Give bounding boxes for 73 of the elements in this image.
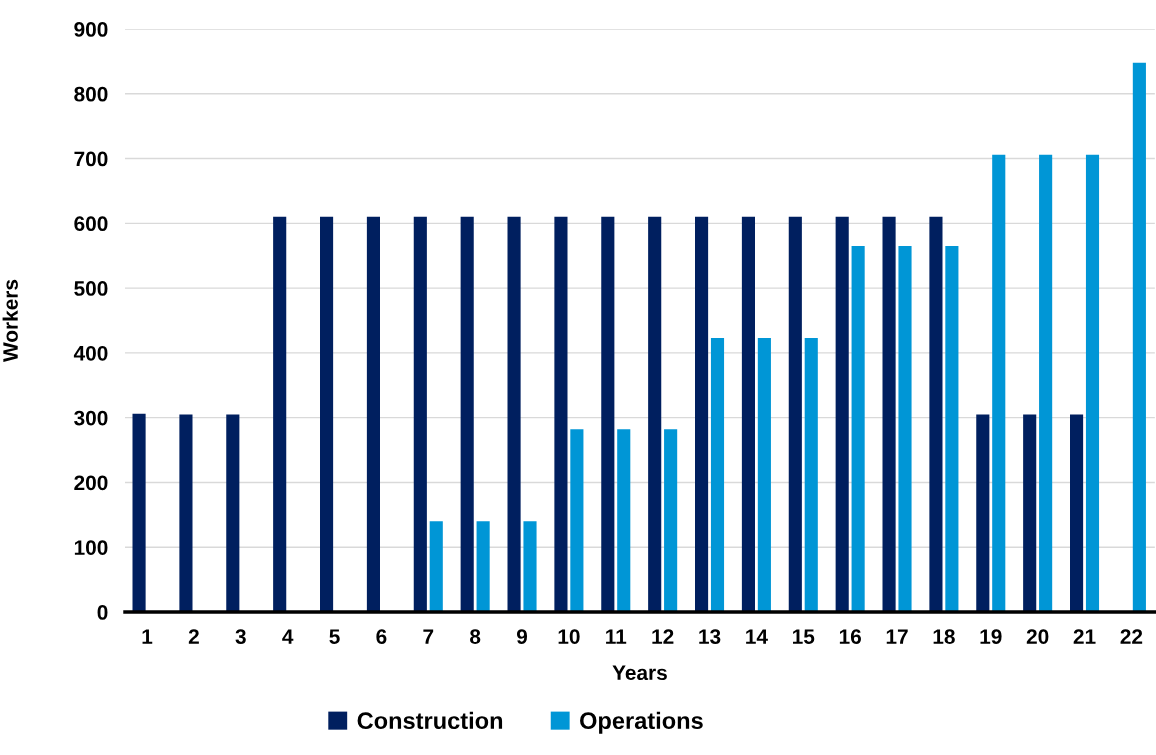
bar (835, 216, 849, 612)
x-tick-label: 10 (558, 629, 580, 644)
bar (741, 216, 755, 612)
bar (1023, 414, 1037, 612)
bar (1132, 62, 1146, 612)
bar (366, 216, 380, 612)
bar (570, 429, 584, 612)
bar (523, 521, 537, 612)
y-tick-label: 100 (74, 540, 108, 555)
y-tick-label: 300 (74, 410, 108, 426)
x-tick-label: 6 (376, 629, 387, 644)
x-tick-label: 12 (652, 629, 674, 644)
bar (788, 216, 802, 612)
bar (804, 337, 818, 612)
y-axis-title: Workers (2, 279, 18, 362)
x-tick-label: 3 (235, 629, 246, 644)
y-tick-label: 800 (74, 86, 108, 102)
y-tick-label: 600 (74, 216, 108, 232)
bar (460, 216, 474, 612)
bar (320, 216, 334, 612)
x-tick-label: 9 (516, 629, 528, 644)
bar (1039, 154, 1053, 612)
x-tick-label: 20 (1026, 629, 1049, 644)
bar (273, 216, 287, 612)
y-tick-label: 700 (74, 151, 108, 167)
bar (945, 246, 959, 612)
bar (648, 216, 662, 612)
bar (664, 429, 678, 612)
x-tick-label: 14 (746, 629, 768, 644)
x-tick-label: 1 (142, 629, 153, 644)
x-tick-label: 16 (839, 629, 861, 644)
x-tick-label: 17 (886, 629, 908, 644)
bar (507, 216, 521, 612)
bar (898, 246, 912, 612)
x-tick-label: 5 (329, 629, 340, 644)
x-tick-label: 22 (1120, 629, 1143, 644)
bar (601, 216, 615, 612)
x-tick-label: 18 (933, 629, 955, 644)
bar (1070, 414, 1084, 612)
bar (929, 216, 943, 612)
y-tick-label: 500 (74, 281, 108, 296)
bar (617, 429, 631, 612)
bar (179, 414, 193, 612)
x-tick-label: 15 (793, 629, 815, 644)
bar (1085, 154, 1100, 612)
legend-label: Operations (580, 711, 703, 734)
y-tick-label: 0 (97, 605, 108, 620)
x-tick-label: 19 (980, 629, 1002, 644)
x-tick-label: 2 (188, 629, 199, 644)
bar (851, 246, 865, 612)
bar (992, 154, 1006, 612)
bar (554, 216, 568, 612)
x-tick-label: 7 (423, 629, 434, 644)
bar (429, 521, 443, 612)
bar (226, 414, 240, 612)
x-tick-label: 21 (1073, 629, 1096, 644)
x-tick-label: 8 (470, 629, 481, 644)
bar (476, 521, 490, 612)
bar (976, 414, 990, 612)
y-tick-label: 900 (74, 22, 108, 37)
bar (757, 337, 771, 612)
y-tick-label: 200 (74, 475, 108, 491)
x-axis-title: Years (612, 665, 667, 681)
y-tick-label: 400 (73, 345, 108, 361)
x-tick-label: 11 (606, 629, 627, 644)
bar (695, 216, 709, 612)
x-tick-label: 4 (282, 629, 294, 644)
x-tick-label: 13 (699, 629, 721, 644)
legend-label: Construction (357, 711, 503, 730)
bar (710, 337, 725, 612)
bar (882, 216, 896, 612)
bar (413, 216, 427, 612)
bar (132, 413, 146, 612)
